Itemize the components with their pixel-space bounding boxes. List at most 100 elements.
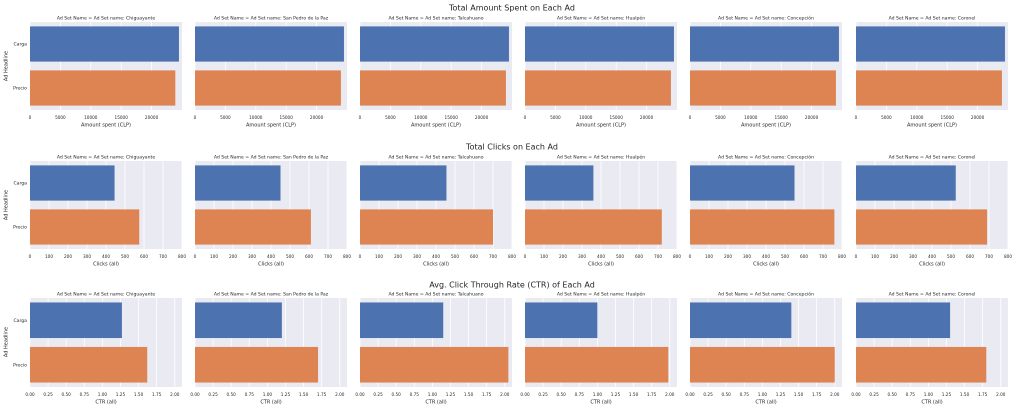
facet-panel: Ad Set Name = Ad Set name: Chiguayante 0.…	[13, 292, 182, 406]
x-tick-label: 10000	[910, 115, 924, 120]
x-axis-label: CTR (all)	[95, 400, 116, 406]
x-tick-label: 1.50	[464, 392, 474, 397]
y-tick-label: Carga	[13, 181, 27, 187]
bar-carga	[690, 165, 795, 201]
x-tick-label: 10000	[84, 115, 98, 120]
x-tick-label: 0.75	[245, 392, 255, 397]
x-tick-label: 15000	[610, 115, 624, 120]
x-tick-label: 2.00	[335, 392, 345, 397]
bar-carga	[30, 165, 115, 201]
bar-carga	[195, 26, 344, 62]
bar-precio	[525, 209, 662, 245]
bar-precio	[360, 346, 509, 383]
x-tick-label: 1.25	[942, 392, 952, 397]
panel-title: Ad Set Name = Ad Set name: San Pedro de …	[214, 155, 329, 161]
x-tick-label: 20000	[971, 115, 985, 120]
facet-panel: Ad Set Name = Ad Set name: Concepción 0.0…	[685, 291, 842, 406]
bar-precio	[360, 209, 493, 245]
bar-precio	[30, 346, 148, 383]
x-tick-label: 2.00	[170, 392, 180, 397]
x-tick-label: 300	[248, 254, 256, 259]
chart-row-2: Avg. Click Through Rate (CTR) of Each Ad…	[4, 281, 1008, 406]
bar-precio	[195, 209, 311, 245]
x-tick-label: 100	[375, 254, 383, 259]
x-tick-label: 1.75	[647, 392, 657, 397]
panel-title: Ad Set Name = Ad Set name: Hualpén	[557, 291, 645, 298]
x-tick-label: 0.00	[520, 392, 530, 397]
x-tick-label: 0	[359, 115, 362, 120]
x-tick-label: 0.50	[227, 392, 237, 397]
x-tick-label: 500	[947, 254, 955, 259]
x-axis-label: Amount spent (CLP)	[741, 123, 791, 129]
panel-title: Ad Set Name = Ad Set name: Talcahuano	[388, 292, 483, 298]
y-tick-label: Precio	[13, 86, 27, 92]
x-tick-label: 0.25	[538, 392, 548, 397]
x-tick-label: 200	[229, 254, 237, 259]
x-tick-label: 200	[559, 254, 567, 259]
y-tick-label: Precio	[13, 225, 27, 231]
x-tick-label: 0.25	[703, 392, 713, 397]
x-tick-label: 0	[194, 254, 197, 259]
facet-panel: Ad Set Name = Ad Set name: San Pedro de …	[194, 16, 347, 129]
bar-carga	[360, 26, 509, 62]
x-tick-label: 10000	[414, 115, 428, 120]
x-tick-label: 200	[394, 254, 402, 259]
x-tick-label: 600	[470, 254, 478, 259]
x-tick-label: 1.75	[317, 392, 327, 397]
x-tick-label: 100	[45, 254, 53, 259]
x-tick-label: 0	[29, 254, 32, 259]
x-tick-label: 1.00	[263, 392, 273, 397]
x-tick-label: 300	[83, 254, 91, 259]
x-tick-label: 0.25	[373, 392, 383, 397]
x-tick-label: 0	[689, 254, 692, 259]
x-tick-label: 1.25	[611, 392, 621, 397]
x-tick-label: 1.75	[812, 392, 822, 397]
x-tick-label: 1.25	[776, 392, 786, 397]
bar-carga	[856, 26, 1005, 62]
x-tick-label: 0.00	[25, 392, 35, 397]
x-axis-label: Amount spent (CLP)	[81, 123, 131, 129]
facet-panel: Ad Set Name = Ad Set name: Talcahuano 0.0…	[355, 292, 512, 406]
x-tick-label: 1.50	[794, 392, 804, 397]
x-tick-label: 1.00	[758, 392, 768, 397]
x-axis-label: CTR (all)	[425, 400, 446, 406]
bar-precio	[856, 346, 987, 383]
x-tick-label: 0.50	[392, 392, 402, 397]
bar-precio	[30, 70, 176, 106]
panel-title: Ad Set Name = Ad Set name: Concepción	[718, 15, 814, 22]
x-tick-label: 0.50	[722, 392, 732, 397]
x-tick-label: 300	[578, 254, 586, 259]
x-tick-label: 20000	[310, 115, 324, 120]
bar-carga	[856, 302, 951, 339]
x-tick-label: 5000	[715, 115, 726, 120]
panel-title: Ad Set Name = Ad Set name: Coronel	[889, 292, 976, 298]
x-tick-label: 0.25	[869, 392, 879, 397]
x-tick-label: 2.00	[665, 392, 675, 397]
x-tick-label: 20000	[475, 115, 489, 120]
x-tick-label: 5000	[55, 115, 66, 120]
panel-title: Ad Set Name = Ad Set name: Talcahuano	[388, 155, 483, 161]
x-tick-label: 400	[432, 254, 440, 259]
bar-carga	[360, 302, 444, 339]
chart-title: Avg. Click Through Rate (CTR) of Each Ad	[429, 281, 595, 290]
y-axis-label: Ad Headline	[4, 51, 10, 81]
facet-panel: Ad Set Name = Ad Set name: Chiguayante 0 1…	[13, 155, 186, 268]
x-axis-label: Clicks (all)	[753, 262, 779, 268]
x-tick-label: 700	[985, 254, 993, 259]
x-tick-label: 500	[121, 254, 129, 259]
x-axis-label: Amount spent (CLP)	[246, 123, 296, 129]
facet-panel: Ad Set Name = Ad Set name: San Pedro de …	[194, 155, 352, 268]
panel-title: Ad Set Name = Ad Set name: Chiguayante	[57, 155, 156, 161]
facet-panel: Ad Set Name = Ad Set name: Coronel 0 100 20…	[855, 155, 1013, 268]
bar-carga	[690, 26, 839, 62]
x-axis-label: Clicks (all)	[258, 262, 284, 268]
x-tick-label: 1.00	[593, 392, 603, 397]
x-tick-label: 200	[890, 254, 898, 259]
x-tick-label: 300	[909, 254, 917, 259]
x-tick-label: 0	[524, 254, 527, 259]
x-axis-label: Clicks (all)	[919, 262, 945, 268]
x-tick-label: 0	[359, 254, 362, 259]
chart-row-0: Total Amount Spent on Each Ad Ad Headline…	[4, 4, 1008, 129]
